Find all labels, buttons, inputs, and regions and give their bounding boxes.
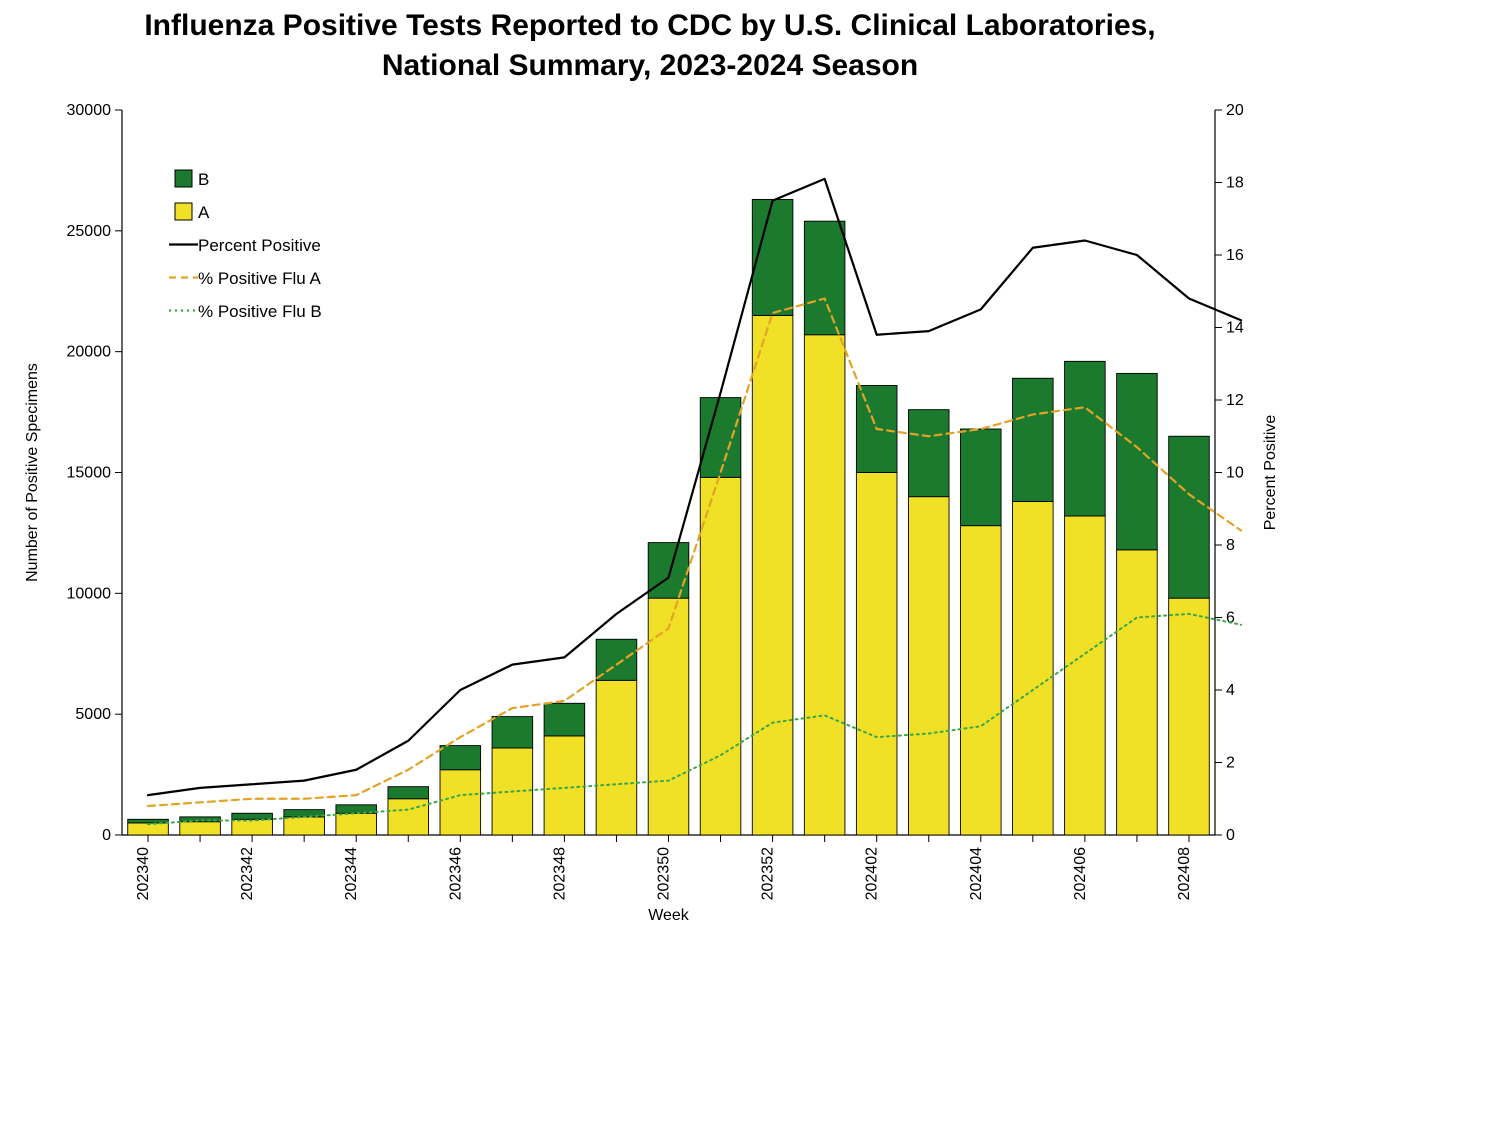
chart-title-line-2: National Summary, 2023-2024 Season xyxy=(382,49,918,82)
bar-A xyxy=(856,473,897,836)
bar-A xyxy=(232,819,273,835)
y-left-tick-label: 15000 xyxy=(67,465,112,482)
bar-A xyxy=(1065,516,1106,835)
y-right-tick-label: 12 xyxy=(1226,392,1244,409)
y-left-tick-label: 20000 xyxy=(67,344,112,361)
legend-swatch xyxy=(175,203,192,220)
x-tick-label: 202350 xyxy=(656,847,673,900)
x-tick-label: 202342 xyxy=(239,847,256,900)
bar-A xyxy=(1013,502,1054,836)
legend-label: B xyxy=(198,170,209,189)
x-tick-label: 202340 xyxy=(135,847,152,900)
y-right-tick-label: 10 xyxy=(1226,465,1244,482)
bar-A xyxy=(648,598,689,835)
legend: BA Percent Positive % Positive Flu A % Posi… xyxy=(169,170,322,321)
y-left-tick-label: 10000 xyxy=(67,585,112,602)
bar-B xyxy=(1117,373,1158,549)
bar-A xyxy=(180,822,221,835)
legend-label: % Positive Flu B xyxy=(198,302,322,321)
bar-A xyxy=(700,477,741,835)
y-right-tick-label: 2 xyxy=(1226,755,1235,772)
bar-B xyxy=(960,429,1001,526)
bar-A xyxy=(596,680,637,835)
x-tick-label: 202352 xyxy=(760,847,777,900)
bar-B xyxy=(232,813,273,819)
y-right-tick-label: 4 xyxy=(1226,682,1235,699)
x-tick-label: 202348 xyxy=(551,847,568,900)
y-left-tick-label: 25000 xyxy=(67,223,112,240)
bar-A xyxy=(1117,550,1158,835)
y-right-tick-label: 0 xyxy=(1226,827,1235,844)
bars-group xyxy=(128,199,1210,835)
bar-A xyxy=(960,526,1001,835)
x-tick-label: 202346 xyxy=(447,847,464,900)
x-tick-label: 202402 xyxy=(864,847,881,900)
legend-swatch xyxy=(175,170,192,187)
x-axis-label: Week xyxy=(648,907,690,924)
x-tick-label: 202406 xyxy=(1072,847,1089,900)
x-tick-label: 202404 xyxy=(968,847,985,900)
y-right-axis-label: Percent Positive xyxy=(1262,415,1279,531)
bar-B xyxy=(908,410,949,497)
y-right-tick-label: 16 xyxy=(1226,247,1244,264)
bar-B xyxy=(1065,361,1106,516)
bar-B xyxy=(440,746,481,770)
legend-label: A xyxy=(198,203,210,222)
y-right-tick-label: 18 xyxy=(1226,175,1244,192)
bar-B xyxy=(752,199,793,315)
bar-A xyxy=(1169,598,1210,835)
bar-B xyxy=(1169,436,1210,598)
bar-A xyxy=(544,736,585,835)
y-right-tick-label: 20 xyxy=(1226,102,1244,119)
y-left-axis-label: Number of Positive Specimens xyxy=(24,363,41,582)
legend-label: % Positive Flu A xyxy=(198,269,321,288)
bar-B xyxy=(1013,378,1054,501)
bar-B xyxy=(492,717,533,748)
bar-B xyxy=(804,221,845,335)
bar-B xyxy=(700,398,741,478)
chart-title-line-1: Influenza Positive Tests Reported to CDC… xyxy=(144,9,1155,42)
x-tick-label: 202344 xyxy=(343,847,360,900)
x-tick-label: 202408 xyxy=(1176,847,1193,900)
y-right-tick-label: 14 xyxy=(1226,320,1244,337)
y-right-tick-label: 8 xyxy=(1226,537,1235,554)
bar-A xyxy=(284,817,325,835)
legend-label: Percent Positive xyxy=(198,236,321,255)
bar-B xyxy=(544,703,585,736)
bar-A xyxy=(908,497,949,835)
bar-A xyxy=(336,813,377,835)
bar-A xyxy=(440,770,481,835)
bar-B xyxy=(648,543,689,599)
flu-chart: Influenza Positive Tests Reported to CDC… xyxy=(0,0,1500,1125)
bar-A xyxy=(388,799,429,835)
bar-A xyxy=(752,315,793,835)
bar-B xyxy=(388,787,429,799)
y-right-tick-label: 6 xyxy=(1226,610,1235,627)
y-left-tick-label: 0 xyxy=(102,827,111,844)
y-left-tick-label: 5000 xyxy=(75,706,111,723)
bar-A xyxy=(804,335,845,835)
y-left-tick-label: 30000 xyxy=(67,102,112,119)
